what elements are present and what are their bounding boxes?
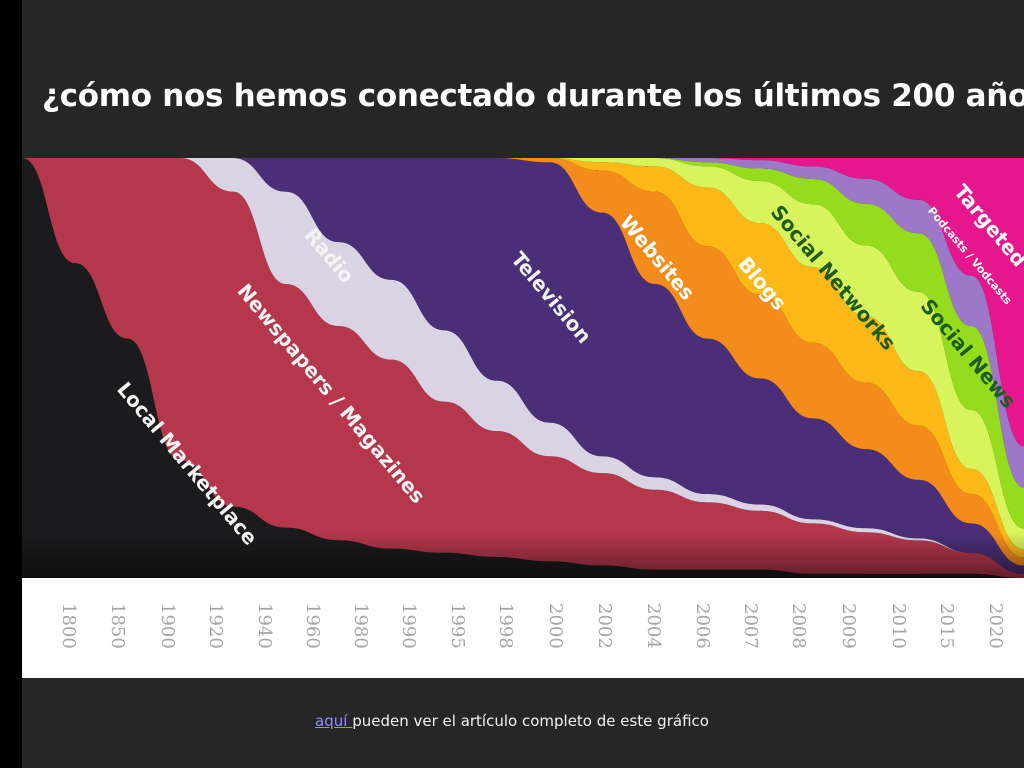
x-axis-band <box>22 578 1024 678</box>
x-tick-label: 2009 <box>838 603 859 649</box>
x-tick-label: 2006 <box>692 603 713 649</box>
x-tick-label: 2010 <box>888 603 909 649</box>
x-tick-label: 1980 <box>350 603 371 649</box>
x-tick-label: 1995 <box>447 603 468 649</box>
x-tick-label: 1850 <box>107 603 128 649</box>
x-tick-label: 1990 <box>398 603 419 649</box>
x-tick-label: 1900 <box>157 603 178 649</box>
x-tick-label: 2004 <box>643 603 664 649</box>
area-blogs <box>22 158 1024 558</box>
x-tick-label: 2015 <box>936 603 957 649</box>
x-tick-label: 1998 <box>495 603 516 649</box>
x-tick-label: 2007 <box>740 603 761 649</box>
article-link[interactable]: aquí <box>315 712 353 730</box>
x-tick-label: 2002 <box>594 603 615 649</box>
x-tick-label: 1960 <box>302 603 323 649</box>
footer-caption: aquí pueden ver el artículo completo de … <box>0 712 1024 730</box>
x-tick-label-group: 1800 1850 1900 1920 1940 1960 1980 1990 1995 1998… <box>58 603 1006 649</box>
area-newspapers-magazines <box>22 158 1024 578</box>
slide-title: ¿cómo nos hemos conectado durante los úl… <box>42 78 1024 114</box>
x-tick-label: 1920 <box>205 603 226 649</box>
x-tick-label: 1940 <box>254 603 275 649</box>
area-series-group <box>22 158 1024 578</box>
x-tick-label: 2008 <box>788 603 809 649</box>
left-dark-strip <box>0 0 22 768</box>
area-television <box>22 158 1024 574</box>
area-websites <box>22 158 1024 566</box>
chart: Local Marketplace Newspapers / Magazines R… <box>22 158 1024 678</box>
x-tick-label: 1800 <box>58 603 79 649</box>
plot-bottom-shade <box>22 533 1024 578</box>
footer-text: pueden ver el artículo completo de este … <box>352 712 709 730</box>
x-tick-label: 2000 <box>545 603 566 649</box>
area-targeted <box>22 158 1024 447</box>
x-tick-label: 2020 <box>985 603 1006 649</box>
area-radio <box>22 158 1024 574</box>
